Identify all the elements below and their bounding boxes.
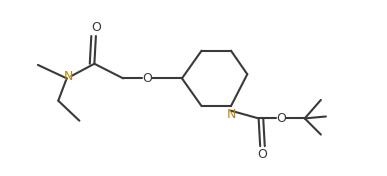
Text: O: O (142, 72, 152, 85)
Text: O: O (91, 21, 101, 34)
Text: N: N (64, 70, 73, 83)
Text: O: O (257, 148, 267, 161)
Text: N: N (226, 108, 236, 121)
Text: O: O (276, 112, 286, 125)
